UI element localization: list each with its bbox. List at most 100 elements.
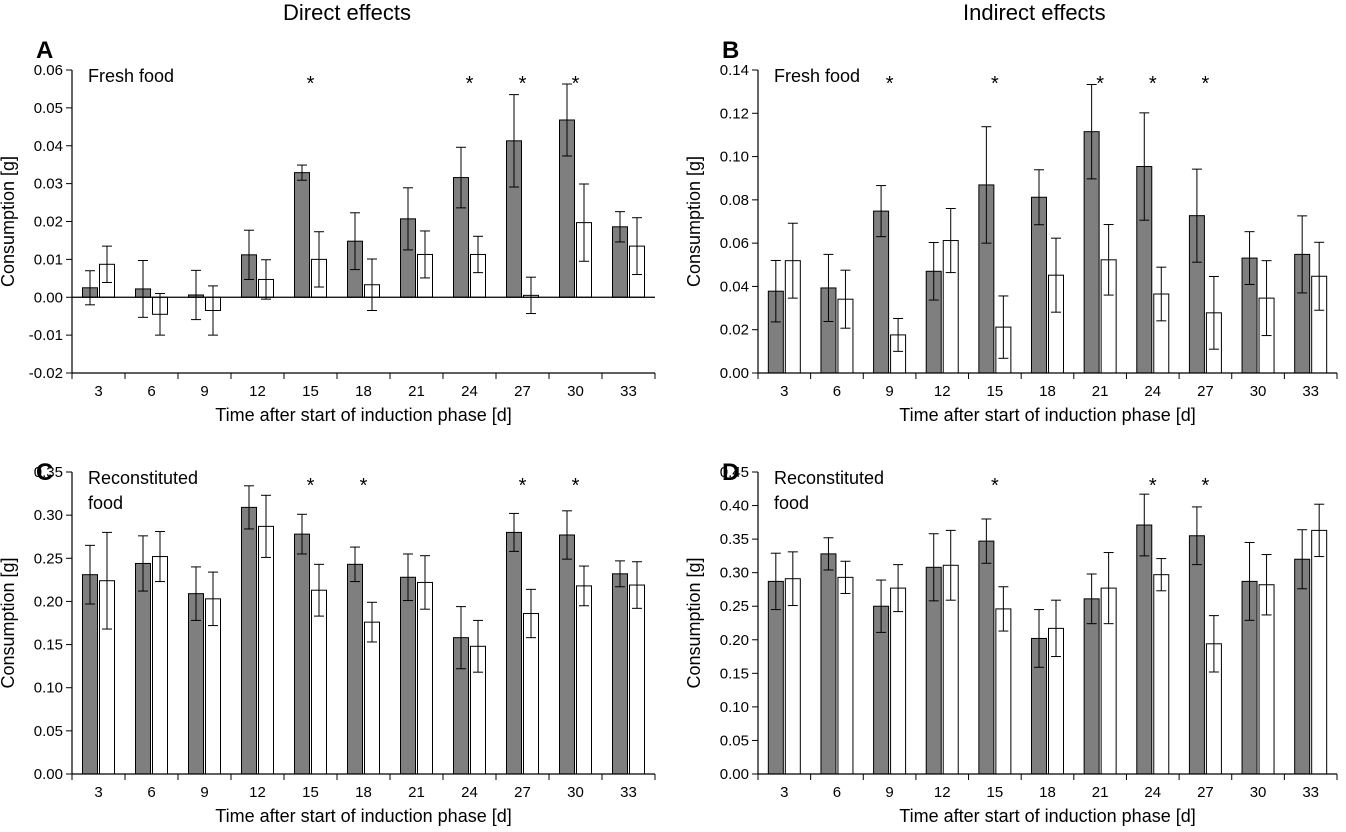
x-tick-label: 9 (885, 784, 893, 801)
panel-annotation: food (88, 493, 123, 513)
y-tick-label: 0.04 (34, 138, 63, 155)
treatment-bar (1294, 558, 1311, 775)
y-tick-label: 0.00 (34, 289, 63, 306)
treatment-bar (1083, 598, 1100, 775)
x-tick-label: 18 (1039, 784, 1056, 801)
treatment-bar (612, 573, 628, 775)
y-tick-label: 0.25 (720, 598, 749, 615)
y-tick-label: 0.10 (720, 699, 749, 716)
x-tick-label: 15 (987, 383, 1004, 400)
y-tick-label: 0.05 (34, 100, 63, 117)
panel-c: C 0.00 0.05 0.10 0.15 0.20 0.25 0.30 0.35 3 6 9 12 15… (0, 459, 656, 826)
control-bar (576, 585, 592, 775)
y-axis-title: Consumption [g] (0, 156, 18, 287)
treatment-bar (347, 563, 363, 775)
panel-a: A -0.02 -0.01 0.00 0.01 0.02 0.03 0.04 0.05 0.06 3… (0, 37, 656, 425)
x-tick-label: 6 (147, 383, 155, 400)
x-tick-label: 21 (1092, 784, 1109, 801)
control-bar (364, 621, 380, 775)
panel-annotation: Fresh food (774, 66, 860, 86)
x-tick-label: 12 (934, 383, 951, 400)
x-tick-label: 24 (461, 784, 478, 801)
significance-marker: * (991, 73, 999, 95)
x-tick-label: 24 (1144, 784, 1161, 801)
y-tick-label: 0.15 (34, 637, 63, 654)
panel-b: B 0.00 0.02 0.04 0.06 0.08 0.10 0.12 0.14 3 6 9 12 15… (684, 37, 1338, 425)
significance-marker: * (1149, 73, 1157, 95)
significance-marker: * (519, 475, 527, 497)
x-tick-label: 15 (987, 784, 1004, 801)
control-bar (311, 589, 327, 775)
y-tick-label: 0.03 (34, 176, 63, 193)
x-tick-label: 21 (408, 383, 425, 400)
y-tick-label: 0.45 (720, 464, 749, 481)
panel-annotation: Fresh food (88, 66, 174, 86)
treatment-bar (400, 576, 416, 775)
x-tick-label: 33 (620, 784, 637, 801)
panel-d: D 0.00 0.05 0.10 0.15 0.20 0.25 0.30 0.35 0.40 0.4… (684, 459, 1338, 826)
y-tick-label: 0.05 (720, 732, 749, 749)
control-bar (837, 576, 854, 775)
panel-annotation: food (774, 493, 809, 513)
significance-marker: * (991, 475, 999, 497)
y-tick-label: 0.05 (34, 723, 63, 740)
control-bar (152, 556, 168, 775)
y-tick-label: 0.10 (34, 680, 63, 697)
y-tick-label: 0.10 (720, 149, 749, 166)
x-tick-label: 6 (147, 784, 155, 801)
y-tick-label: 0.02 (34, 214, 63, 231)
y-tick-label: 0.01 (34, 251, 63, 268)
x-tick-label: 9 (200, 383, 208, 400)
significance-marker: * (307, 475, 315, 497)
panel-label: B (722, 37, 739, 64)
x-tick-label: 27 (1197, 383, 1214, 400)
panel-label: C (36, 459, 53, 486)
x-tick-label: 12 (934, 784, 951, 801)
y-tick-label: 0.30 (720, 565, 749, 582)
significance-marker: * (307, 73, 315, 95)
treatment-bar (82, 574, 98, 775)
x-tick-label: 24 (461, 383, 478, 400)
control-bar (784, 578, 801, 775)
x-tick-label: 33 (620, 383, 637, 400)
x-tick-label: 9 (885, 383, 893, 400)
x-axis-title: Time after start of induction phase [d] (215, 405, 511, 425)
x-tick-label: 30 (1250, 784, 1267, 801)
x-tick-label: 33 (1302, 784, 1319, 801)
significance-marker: * (1096, 73, 1104, 95)
significance-marker: * (1202, 475, 1210, 497)
y-tick-label: 0.00 (34, 766, 63, 783)
x-tick-label: 21 (408, 784, 425, 801)
x-tick-label: 15 (302, 784, 319, 801)
significance-marker: * (360, 475, 368, 497)
x-tick-label: 27 (514, 383, 531, 400)
treatment-bar (135, 562, 151, 775)
y-tick-label: 0.00 (720, 365, 749, 382)
significance-marker: * (519, 73, 527, 95)
x-tick-label: 30 (567, 383, 584, 400)
x-tick-label: 12 (249, 383, 266, 400)
y-tick-label: 0.35 (720, 531, 749, 548)
x-axis-title: Time after start of induction phase [d] (215, 806, 511, 826)
treatment-bar (1136, 524, 1153, 775)
x-tick-label: 3 (780, 383, 788, 400)
y-tick-label: 0.06 (720, 235, 749, 252)
panel-label: A (36, 37, 53, 64)
treatment-bar (294, 533, 310, 775)
significance-marker: * (886, 73, 894, 95)
significance-marker: * (572, 475, 580, 497)
treatment-bar (559, 534, 575, 775)
x-tick-label: 3 (94, 383, 102, 400)
y-tick-label: -0.01 (29, 327, 63, 344)
y-tick-label: 0.04 (720, 278, 749, 295)
direct-effects-title: Direct effects (283, 0, 411, 25)
panel-annotation: Reconstituted (774, 468, 884, 488)
control-bar (258, 525, 274, 775)
treatment-bar (506, 531, 522, 775)
x-tick-label: 30 (567, 784, 584, 801)
y-tick-label: 0.00 (720, 766, 749, 783)
y-tick-label: 0.40 (720, 498, 749, 515)
y-tick-label: 0.06 (34, 62, 63, 79)
treatment-bar (294, 172, 310, 298)
x-tick-label: 33 (1302, 383, 1319, 400)
